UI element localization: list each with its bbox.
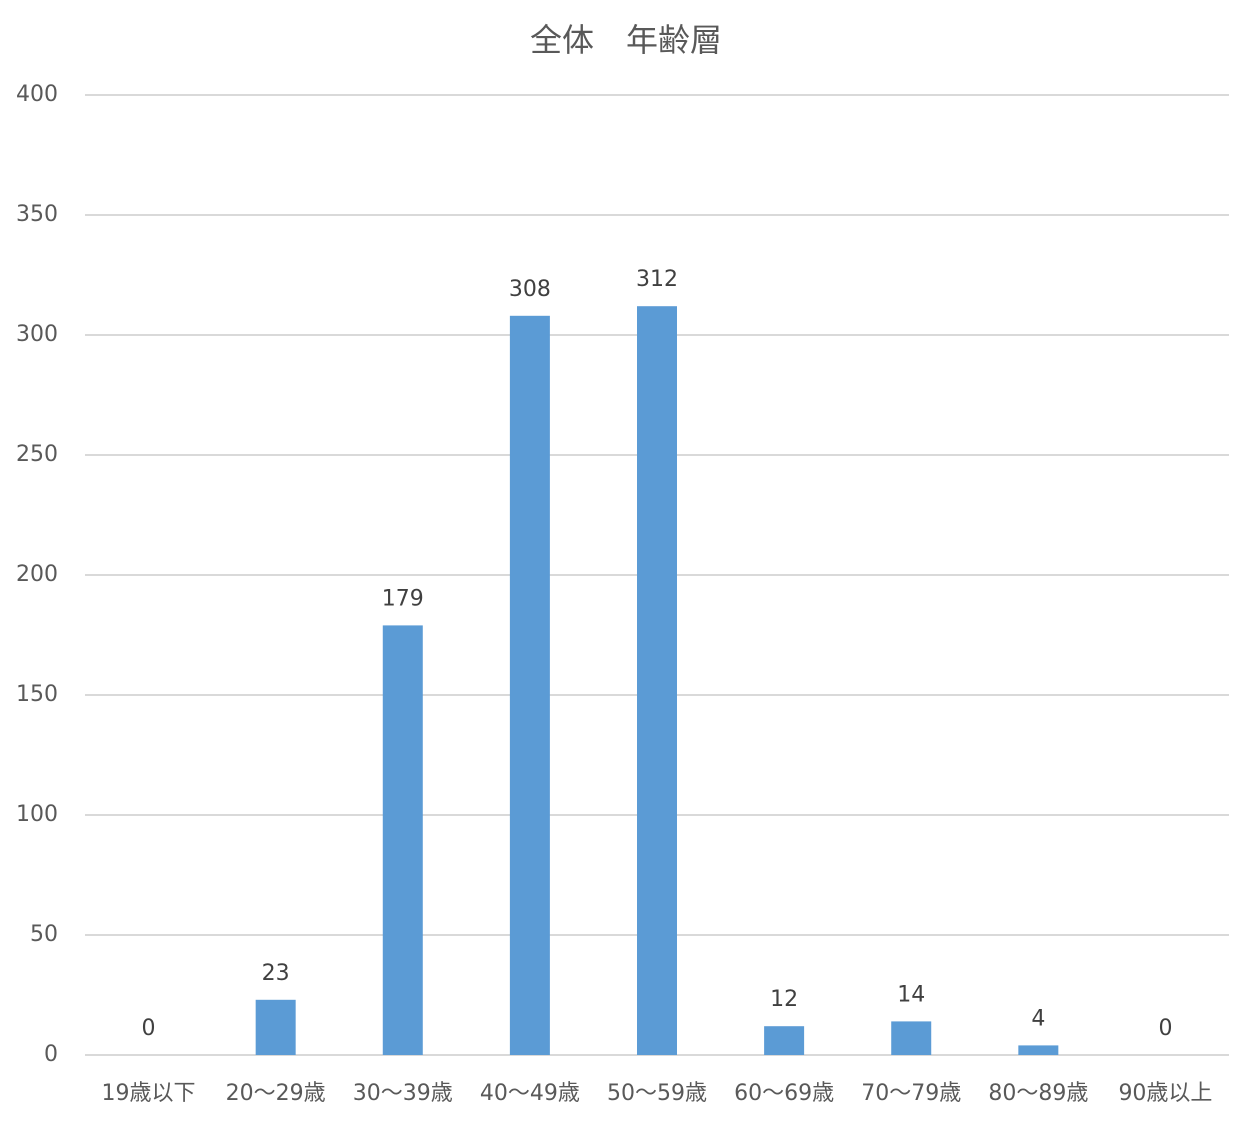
y-tick-label: 300 bbox=[16, 322, 58, 347]
x-tick-label: 80～89歳 bbox=[988, 1081, 1088, 1106]
data-label: 179 bbox=[382, 586, 424, 611]
x-tick-label: 20～29歳 bbox=[226, 1081, 326, 1106]
data-label: 23 bbox=[262, 961, 290, 986]
y-tick-label: 0 bbox=[44, 1042, 58, 1067]
data-label: 0 bbox=[1158, 1016, 1172, 1041]
y-tick-label: 250 bbox=[16, 442, 58, 467]
bar bbox=[509, 315, 550, 1055]
data-label: 312 bbox=[636, 267, 678, 292]
bar bbox=[1018, 1045, 1059, 1055]
x-tick-label: 90歳以上 bbox=[1118, 1081, 1212, 1106]
data-label: 0 bbox=[142, 1016, 156, 1041]
y-tick-label: 350 bbox=[16, 202, 58, 227]
data-label: 4 bbox=[1031, 1006, 1045, 1031]
bar bbox=[255, 999, 296, 1055]
data-label: 14 bbox=[897, 982, 925, 1007]
x-tick-label: 70～79歳 bbox=[861, 1081, 961, 1106]
y-tick-label: 100 bbox=[16, 802, 58, 827]
x-tick-label: 50～59歳 bbox=[607, 1081, 707, 1106]
bar bbox=[764, 1026, 805, 1055]
bar bbox=[637, 306, 677, 1055]
bar bbox=[891, 1021, 932, 1055]
x-tick-label: 30～39歳 bbox=[353, 1081, 453, 1106]
bar bbox=[382, 625, 423, 1055]
y-tick-label: 50 bbox=[30, 922, 58, 947]
x-tick-label: 19歳以下 bbox=[102, 1081, 196, 1106]
y-tick-label: 200 bbox=[16, 562, 58, 587]
data-label: 12 bbox=[770, 987, 798, 1012]
y-tick-label: 400 bbox=[16, 82, 58, 107]
x-tick-label: 60～69歳 bbox=[734, 1081, 834, 1106]
x-tick-label: 40～49歳 bbox=[480, 1081, 580, 1106]
data-label: 308 bbox=[509, 277, 551, 302]
chart-title: 全体 年齢層 bbox=[530, 21, 722, 59]
y-tick-label: 150 bbox=[16, 682, 58, 707]
